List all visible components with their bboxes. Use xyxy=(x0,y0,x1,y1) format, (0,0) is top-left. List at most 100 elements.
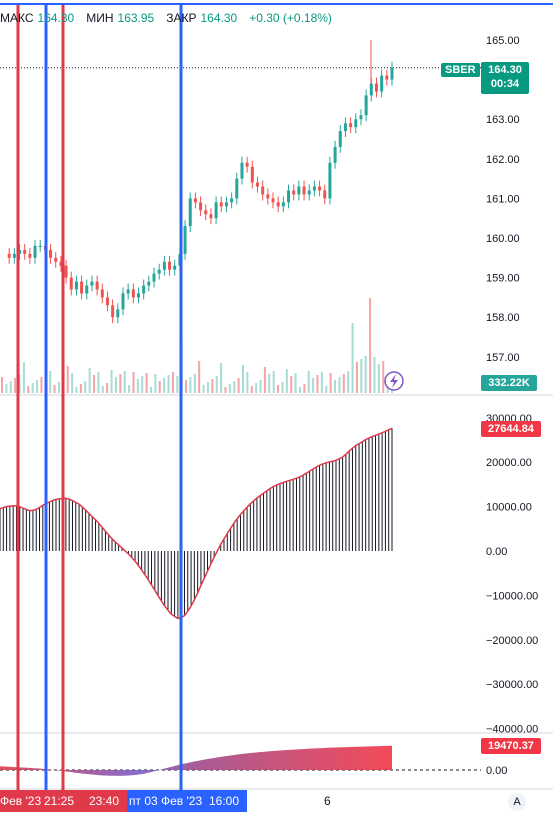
volume-bar xyxy=(250,386,253,393)
volume-bar xyxy=(101,386,104,393)
candle-body xyxy=(74,281,78,290)
oscillator-tick-label: 20000.00 xyxy=(486,457,532,469)
time-label: Фев '23 xyxy=(0,794,42,808)
volume-bar xyxy=(119,374,122,393)
volume-bar xyxy=(329,373,332,393)
candle-body xyxy=(271,198,275,203)
candle-body xyxy=(59,261,63,266)
candle-body xyxy=(374,83,378,92)
volume-bar xyxy=(263,367,266,393)
time-axis[interactable]: Фев '23 21:25 23:40 пт 03 Фев '23 16:00 … xyxy=(0,790,553,812)
candle-body xyxy=(173,265,177,270)
volume-bar xyxy=(110,370,113,393)
volume-bar xyxy=(123,371,126,393)
volume-bar xyxy=(355,362,358,393)
candle-body xyxy=(152,273,156,282)
volume-bar xyxy=(206,382,209,393)
volume-bar xyxy=(193,374,196,393)
volume-bar xyxy=(220,363,223,393)
volume-bar xyxy=(128,385,131,393)
symbol-badge: SBER xyxy=(441,63,480,77)
volume-bar xyxy=(347,371,350,393)
candle-body xyxy=(126,289,130,294)
volume-bar xyxy=(334,380,337,393)
candle-body xyxy=(105,297,109,306)
volume-bar xyxy=(106,383,109,393)
oscillator-tick-label: −30000.00 xyxy=(486,679,538,691)
volume-bar xyxy=(285,369,288,393)
auto-scale-button[interactable]: A xyxy=(508,793,526,811)
candle-body xyxy=(276,202,280,207)
candle-body xyxy=(54,257,58,262)
volume-bar xyxy=(9,381,12,393)
volume-bar xyxy=(242,365,245,393)
candle-body xyxy=(292,190,296,195)
candle-body xyxy=(318,186,322,191)
candle-body xyxy=(69,277,73,290)
time-label: 16:00 xyxy=(209,794,240,808)
candle-body xyxy=(116,309,120,318)
volume-bar xyxy=(75,387,78,393)
last-price-badge: 164.30 00:34 xyxy=(481,62,529,94)
time-label: 21:25 xyxy=(44,794,75,808)
candle-body xyxy=(349,123,353,128)
candle-body xyxy=(188,198,192,227)
volume-bar xyxy=(351,323,354,393)
volume-bar xyxy=(93,375,96,393)
volume-bar xyxy=(167,375,170,393)
oscillator-tick-label: −10000.00 xyxy=(486,590,538,602)
time-label: 6 xyxy=(324,794,331,808)
candle-body xyxy=(261,186,265,195)
candle-body xyxy=(307,190,311,195)
volume-bar xyxy=(307,371,310,393)
volume-bar xyxy=(40,377,43,393)
volume-bar xyxy=(132,372,135,393)
volume-bar xyxy=(79,384,82,393)
candle-body xyxy=(209,214,213,219)
volume-bar xyxy=(5,384,8,393)
volume-bar xyxy=(158,381,161,393)
candle-body xyxy=(147,281,151,286)
close-value: 164.30 xyxy=(200,11,238,25)
volume-bar xyxy=(377,364,380,393)
oscillator-value-badge: 27644.84 xyxy=(481,421,541,437)
price-tick-label: 160.00 xyxy=(486,233,520,245)
high-value: 164.30 xyxy=(37,11,75,25)
last-price-value: 164.30 xyxy=(488,64,522,76)
candle-body xyxy=(193,198,197,203)
candle-body xyxy=(80,281,84,294)
price-tick-label: 159.00 xyxy=(486,273,520,285)
volume-badge: 332.22K xyxy=(481,375,537,391)
candle-body xyxy=(343,123,347,132)
volume-bar xyxy=(145,373,148,393)
candle-body xyxy=(302,186,306,195)
candle-body xyxy=(49,249,53,258)
countdown-value: 00:34 xyxy=(490,78,520,90)
candle-body xyxy=(204,210,208,215)
candle-body xyxy=(369,83,373,96)
candle-body xyxy=(359,115,363,120)
oscillator-tick-label: 0.00 xyxy=(486,546,507,558)
low-value: 163.95 xyxy=(117,11,155,25)
volume-bar xyxy=(325,386,328,393)
volume-bar xyxy=(281,382,284,393)
candle-body xyxy=(38,245,42,247)
oscillator-tick-label: −20000.00 xyxy=(486,635,538,647)
volume-bar xyxy=(22,362,25,393)
ohlc-legend: МАКС 164.30 МИН 163.95 ЗАКР 164.30 +0.30 (+… xyxy=(0,11,332,25)
volume-bar xyxy=(136,379,139,393)
volume-bar xyxy=(303,384,306,393)
volume-bar xyxy=(66,366,69,393)
candle-body xyxy=(333,146,337,163)
volume-bar xyxy=(141,376,144,393)
candle-body xyxy=(235,178,239,199)
volume-bar xyxy=(272,371,275,393)
volume-bar xyxy=(18,375,21,393)
candle-body xyxy=(85,285,89,294)
price-tick-label: 158.00 xyxy=(486,312,520,324)
volume-bar xyxy=(202,385,205,393)
candle-body xyxy=(338,131,342,147)
candle-body xyxy=(214,202,218,219)
volume-bar xyxy=(255,383,258,393)
